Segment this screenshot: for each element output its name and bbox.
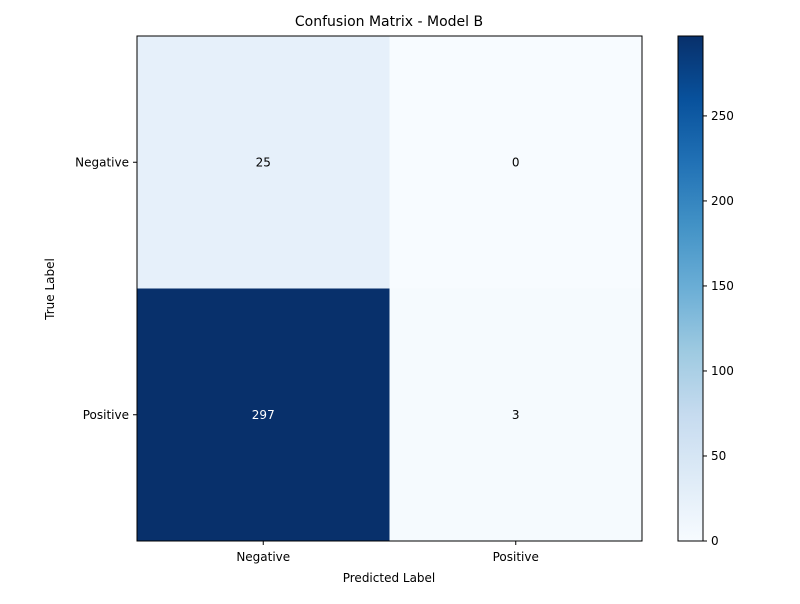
heatmap-cell (389, 288, 642, 541)
cell-value-label: 3 (512, 408, 520, 422)
x-axis-ticks: Negative Positive (236, 541, 539, 564)
y-tick-label: Negative (75, 155, 129, 169)
colorbar-tick-label: 50 (711, 449, 726, 463)
plot-frame (136, 35, 643, 542)
heatmap-cell (389, 36, 642, 289)
heatmap-cell (137, 288, 390, 541)
heatmap-cell (137, 36, 390, 289)
colorbar-tick-label: 100 (711, 364, 734, 378)
x-axis-label: Predicted Label (343, 571, 436, 585)
colorbar-tick-label: 0 (711, 534, 719, 548)
y-tick-label: Positive (83, 408, 129, 422)
cell-value-label: 25 (256, 155, 271, 169)
y-axis-label: True Label (43, 258, 57, 321)
heatmap-cells (137, 36, 642, 541)
x-tick-label: Negative (236, 550, 290, 564)
cell-value-labels: 25 0 297 3 (252, 155, 520, 422)
colorbar (677, 35, 704, 542)
colorbar-tick-label: 250 (711, 109, 734, 123)
chart-title: Confusion Matrix - Model B (295, 14, 483, 30)
cell-value-label: 0 (512, 155, 520, 169)
y-axis-ticks: Negative Positive (75, 155, 137, 422)
colorbar-tick-label: 150 (711, 279, 734, 293)
colorbar-tick-label: 200 (711, 194, 734, 208)
x-tick-label: Positive (493, 550, 539, 564)
colorbar-ticks: 0 50 100 150 200 250 (703, 109, 734, 548)
cell-value-label: 297 (252, 408, 275, 422)
